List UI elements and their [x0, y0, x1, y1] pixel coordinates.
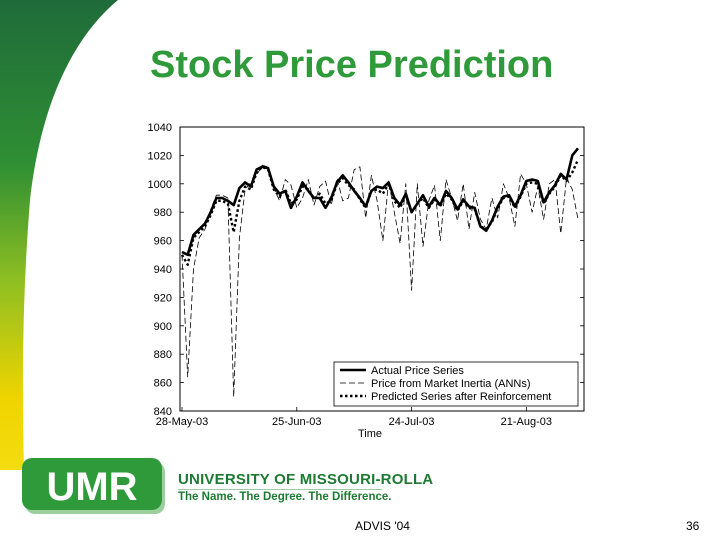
x-tick-label: 24-Jul-03 [389, 416, 435, 428]
x-axis-label: Time [358, 428, 382, 440]
umr-logo: UMR [22, 458, 165, 514]
series-line-predicted [180, 159, 580, 266]
name-divider [178, 489, 382, 490]
y-axis: 840 860 880 900 920 940 960 980 1000 1020 1040 [148, 122, 584, 418]
x-tick-label: 21-Aug-03 [501, 416, 552, 428]
logo-text: UMR [46, 465, 137, 509]
y-tick-label: 900 [154, 321, 172, 333]
series-line-actual [181, 147, 580, 257]
legend-label-inertia: Price from Market Inertia (ANNs) [371, 378, 531, 390]
y-tick-label: 840 [154, 406, 172, 418]
legend-label-actual: Actual Price Series [371, 365, 464, 377]
y-tick-label: 1020 [148, 150, 172, 162]
y-tick-label: 1040 [148, 122, 172, 134]
x-tick-label: 28-May-03 [156, 416, 209, 428]
y-tick-label: 960 [154, 236, 172, 248]
series-lines [180, 147, 580, 398]
y-tick-label: 980 [154, 207, 172, 219]
legend-box [333, 361, 579, 407]
chart-legend: Actual Price Series Price from Market In… [333, 361, 579, 407]
y-tick-label: 920 [154, 292, 172, 304]
y-tick-label: 860 [154, 378, 172, 390]
footer-conference: ADVIS '04 [355, 519, 410, 533]
page-number: 36 [686, 519, 700, 533]
x-axis: 28-May-03 25-Jun-03 24-Jul-03 21-Aug-03 [156, 407, 552, 428]
y-tick-label: 880 [154, 349, 172, 361]
legend-label-predicted: Predicted Series after Reinforcement [371, 391, 551, 403]
y-tick-label: 1000 [148, 179, 172, 191]
university-tagline: The Name. The Degree. The Difference. [178, 491, 392, 503]
slide-title: Stock Price Prediction [150, 44, 554, 86]
x-tick-label: 25-Jun-03 [272, 416, 322, 428]
y-tick-label: 940 [154, 264, 172, 276]
university-name: UNIVERSITY OF MISSOURI-ROLLA [178, 471, 434, 488]
